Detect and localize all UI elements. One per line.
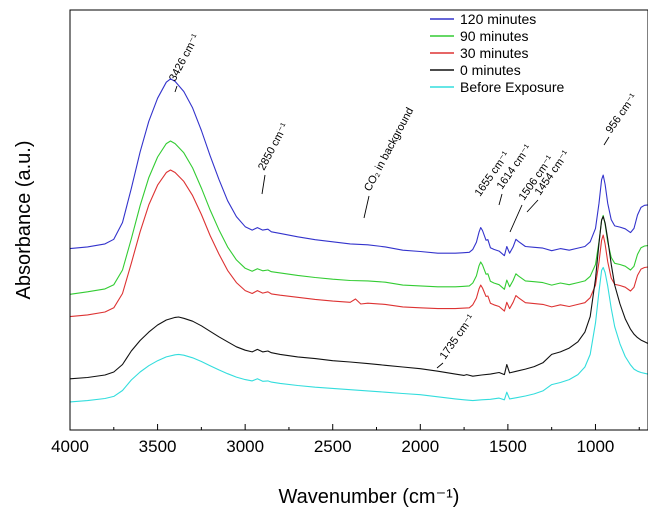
annotation-leader-3426 [174, 85, 178, 93]
x-tick-label-1000: 1000 [577, 437, 615, 456]
annotation-leader-1506 [509, 204, 523, 233]
x-axis-title: Wavenumber (cm⁻¹) [279, 486, 460, 508]
x-tick-label-3000: 3000 [226, 437, 264, 456]
series-line-30-minutes [69, 169, 648, 318]
annotation-leader-1454 [526, 199, 539, 213]
x-tick-label-1500: 1500 [489, 437, 527, 456]
legend-label-before-exposure: Before Exposure [460, 79, 564, 95]
annotation-leader-1735 [436, 362, 444, 369]
annotation-leader-co2 [363, 195, 370, 219]
legend-label-0-minutes: 0 minutes [460, 62, 521, 78]
x-axis: 4000 3500 3000 2500 2000 1500 1000 [51, 424, 640, 456]
x-tick-label-2500: 2500 [314, 437, 352, 456]
annotation-leader-956 [603, 136, 610, 146]
x-tick-label-3500: 3500 [139, 437, 177, 456]
annotation-label-2850: 2850 cm⁻¹ [256, 121, 291, 173]
annotation-leader-2850 [261, 174, 266, 195]
x-tick-label-4000: 4000 [51, 437, 89, 456]
annotation-label-co2: CO₂ in background [362, 106, 416, 194]
annotation-label-956: 956 cm⁻¹ [604, 91, 640, 135]
series-line-before-exposure [69, 266, 648, 403]
x-tick-label-2000: 2000 [401, 437, 439, 456]
annotation-label-1735: 1735 cm⁻¹ [438, 312, 478, 361]
legend-label-120-minutes: 120 minutes [460, 11, 536, 27]
plot-lines [69, 78, 648, 403]
series-line-120-minutes [69, 78, 648, 257]
legend-label-30-minutes: 30 minutes [460, 45, 528, 61]
legend-label-90-minutes: 90 minutes [460, 28, 528, 44]
y-axis-title: Absorbance (a.u.) [13, 141, 35, 300]
annotation-label-3426: 3426 cm⁻¹ [167, 32, 202, 84]
plot-frame [69, 9, 648, 431]
annotation-leader-1614 [498, 193, 503, 206]
series-line-0-minutes [69, 216, 648, 380]
